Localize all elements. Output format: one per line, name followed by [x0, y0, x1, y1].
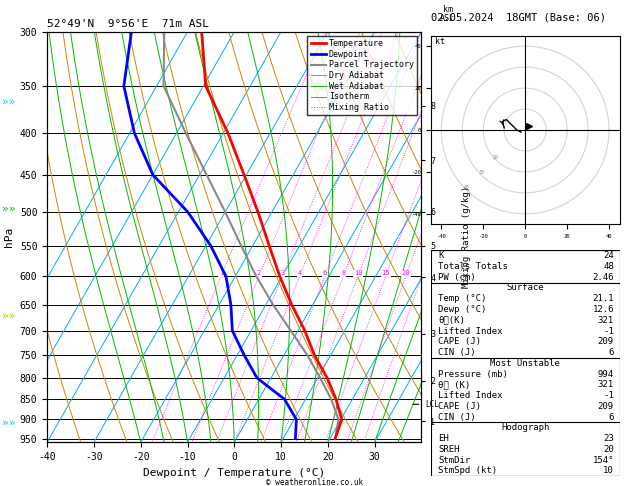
Text: Pressure (mb): Pressure (mb)	[438, 369, 508, 379]
Text: θᴇ (K): θᴇ (K)	[438, 381, 470, 389]
Y-axis label: hPa: hPa	[4, 227, 14, 247]
Text: Surface: Surface	[506, 283, 544, 293]
Text: Hodograph: Hodograph	[501, 423, 549, 433]
Text: »»: »»	[2, 204, 15, 214]
Text: LCL: LCL	[425, 400, 439, 409]
Text: 3: 3	[280, 270, 284, 277]
Text: 4: 4	[298, 270, 302, 277]
Text: Mixing Ratio (g/kg): Mixing Ratio (g/kg)	[462, 186, 471, 288]
Text: CAPE (J): CAPE (J)	[438, 337, 481, 346]
Text: 321: 321	[598, 381, 614, 389]
Text: 994: 994	[598, 369, 614, 379]
Text: Lifted Index: Lifted Index	[438, 327, 503, 335]
Text: 6: 6	[323, 270, 327, 277]
Text: 15: 15	[381, 270, 390, 277]
Text: Lifted Index: Lifted Index	[438, 391, 503, 400]
Text: »»: »»	[2, 97, 15, 107]
Text: 209: 209	[598, 402, 614, 411]
Text: Dewp (°C): Dewp (°C)	[438, 305, 487, 314]
Text: θᴇ(K): θᴇ(K)	[438, 316, 465, 325]
Text: EH: EH	[438, 434, 449, 443]
Text: CIN (J): CIN (J)	[438, 413, 476, 421]
Text: km
ASL: km ASL	[440, 5, 455, 23]
Text: 321: 321	[598, 316, 614, 325]
Text: CAPE (J): CAPE (J)	[438, 402, 481, 411]
Text: PW (cm): PW (cm)	[438, 273, 476, 282]
Text: 02.05.2024  18GMT (Base: 06): 02.05.2024 18GMT (Base: 06)	[431, 12, 606, 22]
Legend: Temperature, Dewpoint, Parcel Trajectory, Dry Adiabat, Wet Adiabat, Isotherm, Mi: Temperature, Dewpoint, Parcel Trajectory…	[307, 36, 417, 115]
Text: 10: 10	[353, 270, 362, 277]
Text: 6: 6	[608, 348, 614, 357]
Text: StmSpd (kt): StmSpd (kt)	[438, 467, 498, 475]
Text: Totals Totals: Totals Totals	[438, 262, 508, 271]
Text: Temp (°C): Temp (°C)	[438, 294, 487, 303]
Text: 12.6: 12.6	[593, 305, 614, 314]
Text: 154°: 154°	[593, 456, 614, 465]
Text: 24: 24	[603, 251, 614, 260]
Text: StmDir: StmDir	[438, 456, 470, 465]
Text: © weatheronline.co.uk: © weatheronline.co.uk	[266, 478, 363, 486]
Text: -1: -1	[603, 327, 614, 335]
Text: -1: -1	[603, 391, 614, 400]
Text: »»: »»	[2, 418, 15, 428]
Text: K: K	[438, 251, 444, 260]
Text: 48: 48	[603, 262, 614, 271]
Text: 2.46: 2.46	[593, 273, 614, 282]
Text: 20: 20	[493, 156, 499, 160]
Text: 2: 2	[257, 270, 261, 277]
Text: Most Unstable: Most Unstable	[490, 359, 560, 368]
Text: 40: 40	[464, 185, 469, 190]
X-axis label: Dewpoint / Temperature (°C): Dewpoint / Temperature (°C)	[143, 468, 325, 478]
Text: 6: 6	[608, 413, 614, 421]
Text: SREH: SREH	[438, 445, 460, 454]
Text: 23: 23	[603, 434, 614, 443]
Text: 209: 209	[598, 337, 614, 346]
Text: CIN (J): CIN (J)	[438, 348, 476, 357]
Text: 20: 20	[401, 270, 410, 277]
Text: 20: 20	[603, 445, 614, 454]
Text: 8: 8	[341, 270, 345, 277]
Text: 30: 30	[478, 170, 484, 175]
Text: 52°49'N  9°56'E  71m ASL: 52°49'N 9°56'E 71m ASL	[47, 19, 209, 30]
Text: kt: kt	[435, 37, 445, 46]
Text: 21.1: 21.1	[593, 294, 614, 303]
Text: »»: »»	[2, 311, 15, 321]
Text: 10: 10	[603, 467, 614, 475]
Text: 1: 1	[219, 270, 223, 277]
